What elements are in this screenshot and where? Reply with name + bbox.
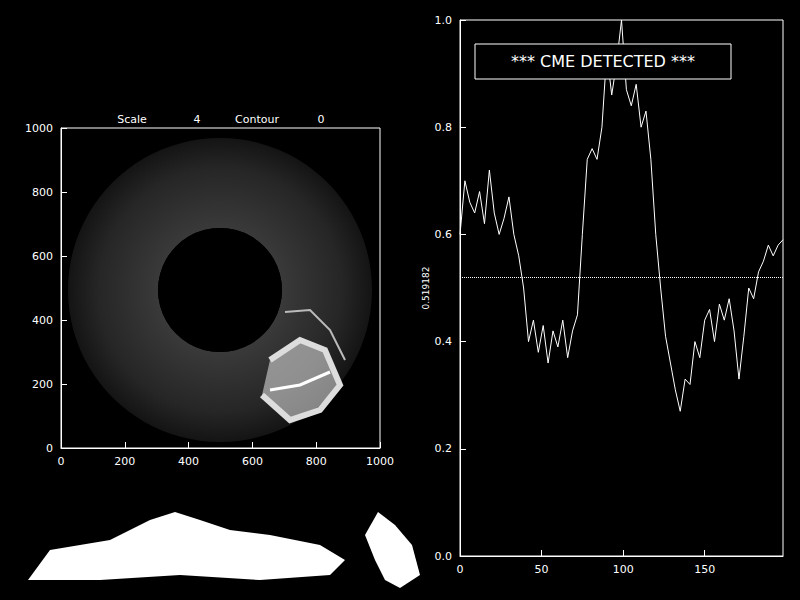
svg-text:200: 200 [32, 378, 53, 391]
svg-text:4: 4 [194, 113, 201, 126]
svg-text:400: 400 [178, 455, 199, 468]
svg-text:1000: 1000 [366, 455, 394, 468]
svg-text:Scale: Scale [117, 113, 147, 126]
svg-text:0: 0 [457, 563, 464, 576]
svg-text:0: 0 [318, 113, 325, 126]
svg-text:800: 800 [32, 186, 53, 199]
svg-text:Contour: Contour [235, 113, 279, 126]
svg-text:400: 400 [32, 314, 53, 327]
svg-text:0.6: 0.6 [435, 228, 453, 241]
svg-text:0.519182: 0.519182 [421, 267, 431, 310]
svg-text:0.8: 0.8 [435, 121, 453, 134]
svg-text:1000: 1000 [25, 122, 53, 135]
svg-text:0.4: 0.4 [435, 335, 453, 348]
svg-text:0: 0 [46, 442, 53, 455]
svg-text:600: 600 [32, 250, 53, 263]
svg-text:800: 800 [306, 455, 327, 468]
svg-text:*** CME DETECTED ***: *** CME DETECTED *** [511, 52, 695, 71]
svg-text:0.0: 0.0 [435, 550, 453, 563]
svg-text:200: 200 [114, 455, 135, 468]
svg-text:0: 0 [58, 455, 65, 468]
svg-text:100: 100 [613, 563, 634, 576]
svg-text:600: 600 [242, 455, 263, 468]
svg-text:0.2: 0.2 [435, 442, 453, 455]
svg-text:50: 50 [535, 563, 549, 576]
svg-text:150: 150 [694, 563, 715, 576]
svg-text:1.0: 1.0 [435, 14, 453, 27]
